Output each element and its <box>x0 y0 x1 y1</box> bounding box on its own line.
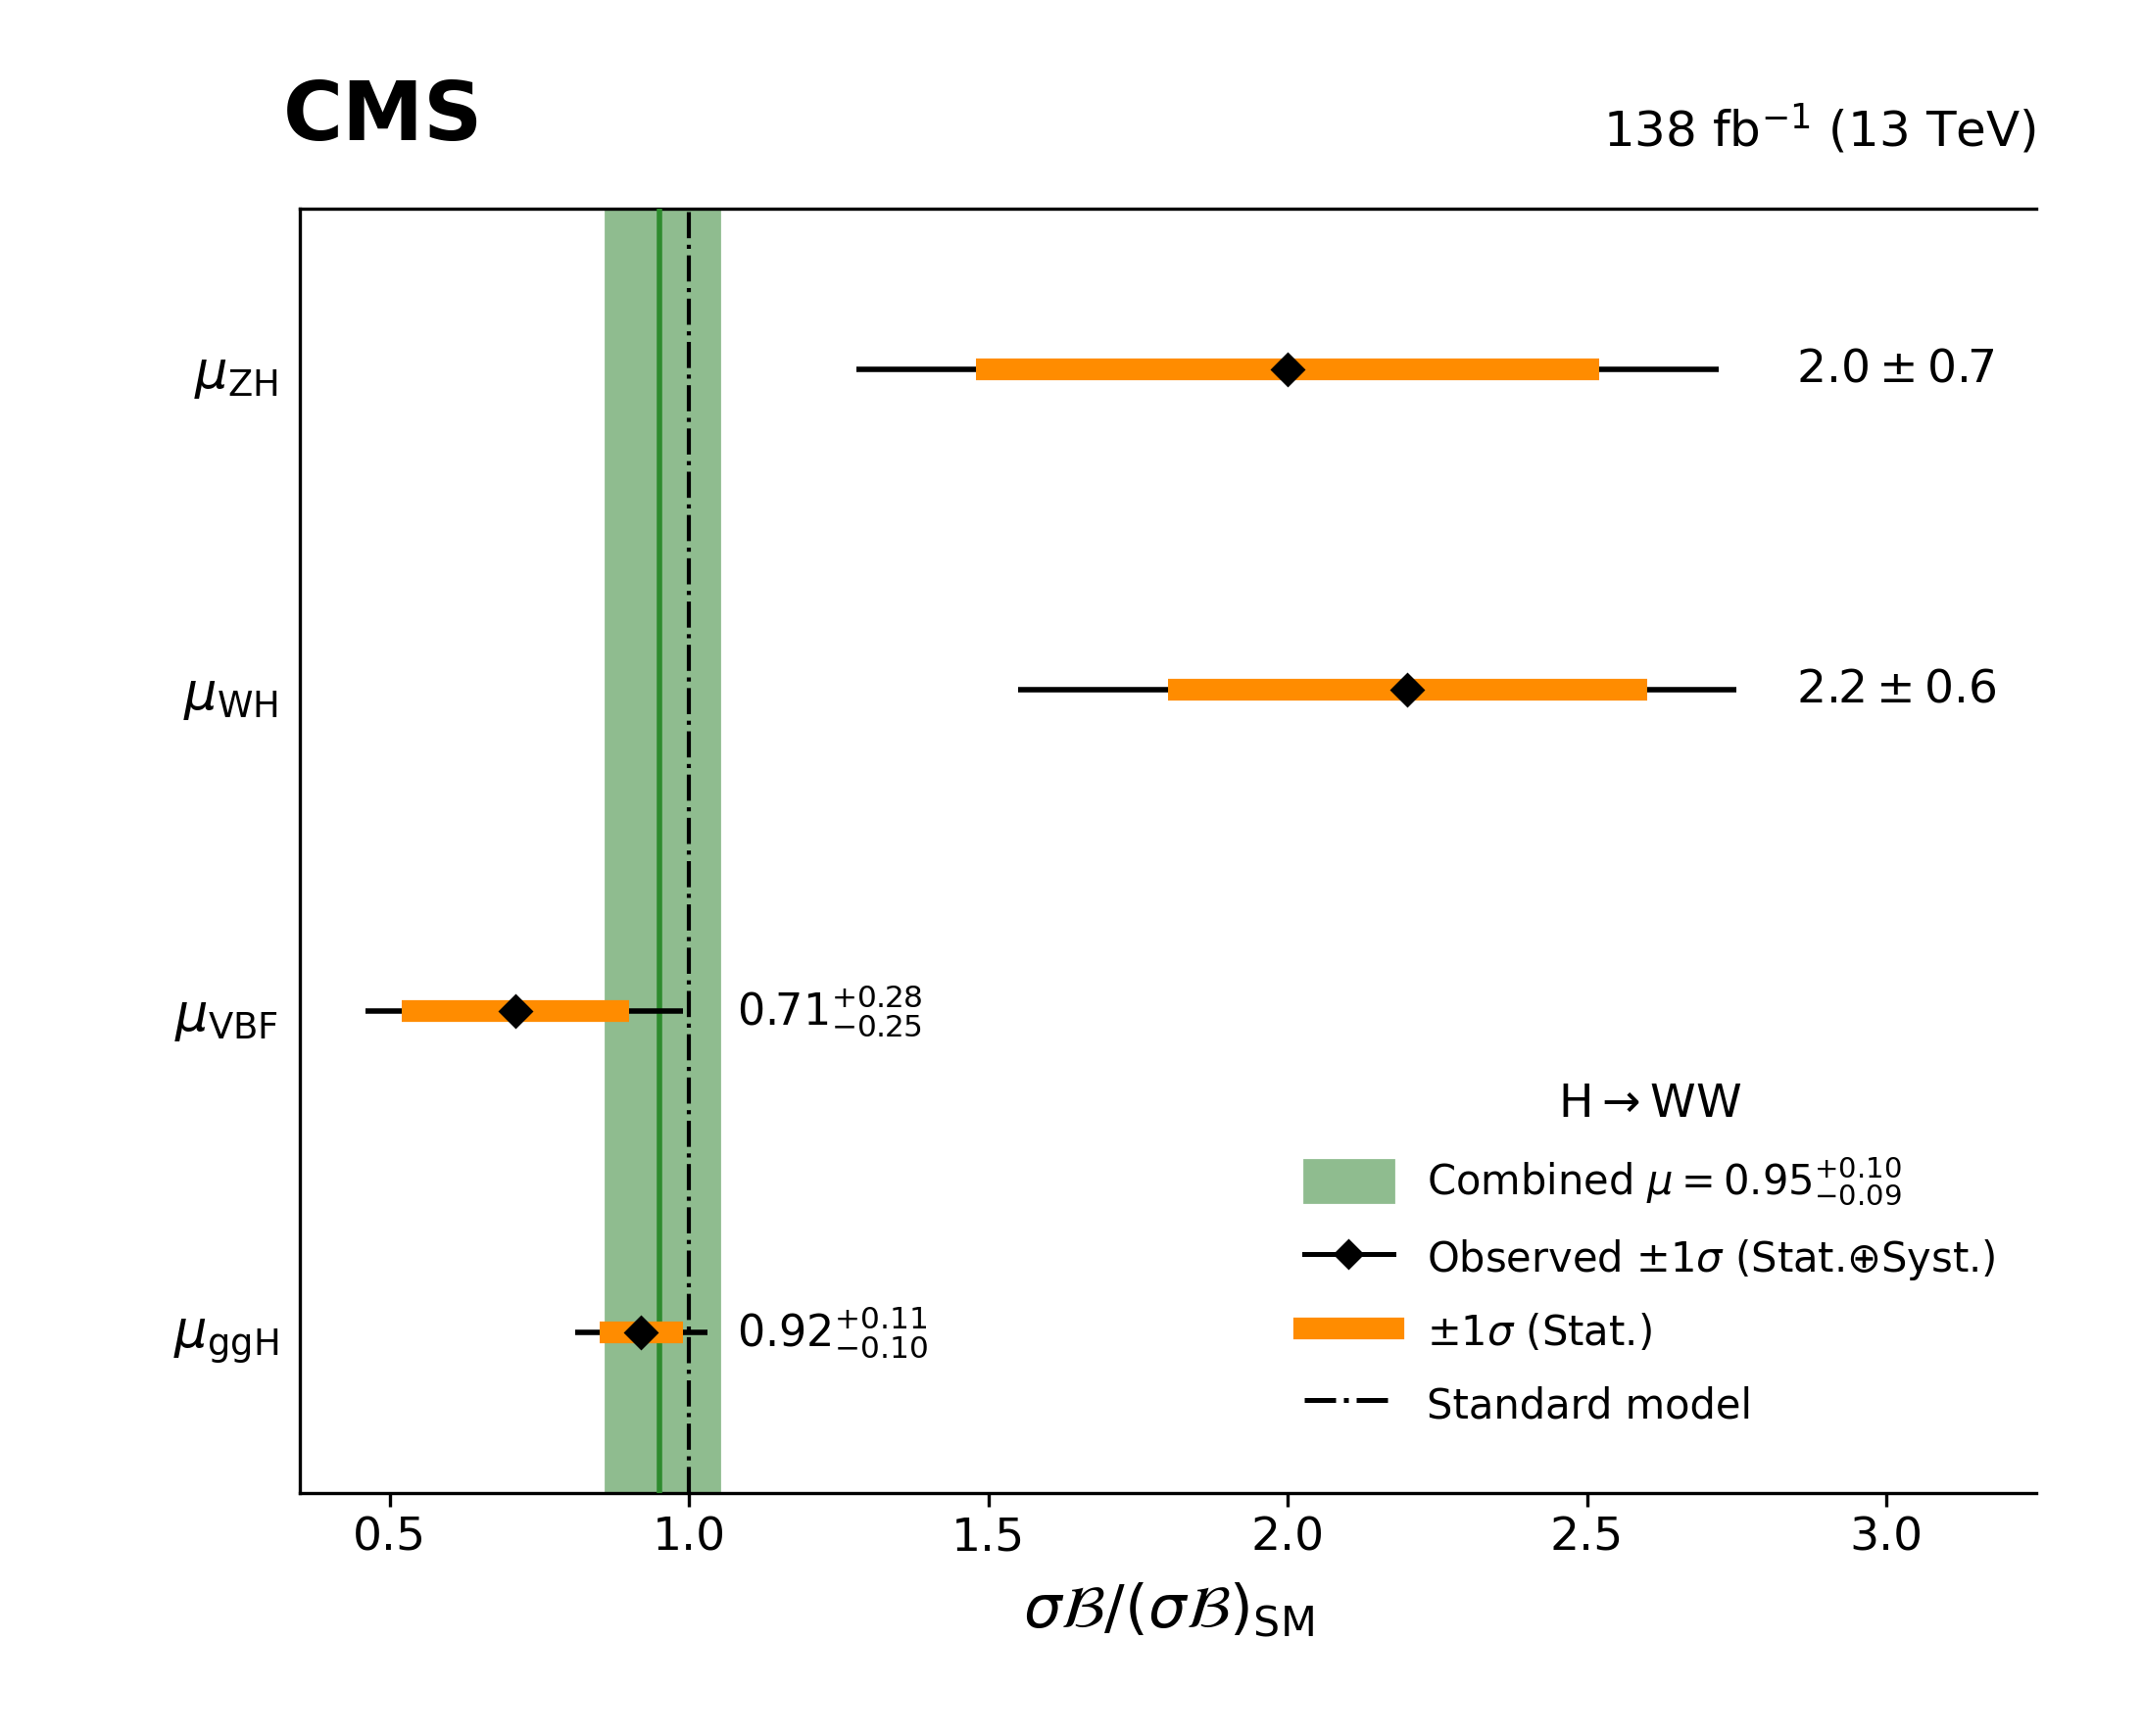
Text: 138 fb$^{-1}$ (13 TeV): 138 fb$^{-1}$ (13 TeV) <box>1603 102 2036 156</box>
Text: $2.0 \pm 0.7$: $2.0 \pm 0.7$ <box>1796 347 1995 391</box>
X-axis label: $\sigma\mathcal{B}/(\sigma\mathcal{B})_\mathrm{SM}$: $\sigma\mathcal{B}/(\sigma\mathcal{B})_\… <box>1022 1581 1314 1641</box>
Text: $0.92^{+0.11}_{-0.10}$: $0.92^{+0.11}_{-0.10}$ <box>737 1304 928 1361</box>
Text: $2.2 \pm 0.6$: $2.2 \pm 0.6$ <box>1796 668 1997 712</box>
Text: $0.71^{+0.28}_{-0.25}$: $0.71^{+0.28}_{-0.25}$ <box>737 983 924 1040</box>
Bar <box>604 208 720 1493</box>
Text: CMS: CMS <box>283 78 482 156</box>
Legend: Combined $\mu = 0.95^{+0.10}_{-0.09}$, Observed $\pm 1\sigma$ (Stat.$\oplus$Syst: Combined $\mu = 0.95^{+0.10}_{-0.09}$, O… <box>1284 1062 2014 1446</box>
